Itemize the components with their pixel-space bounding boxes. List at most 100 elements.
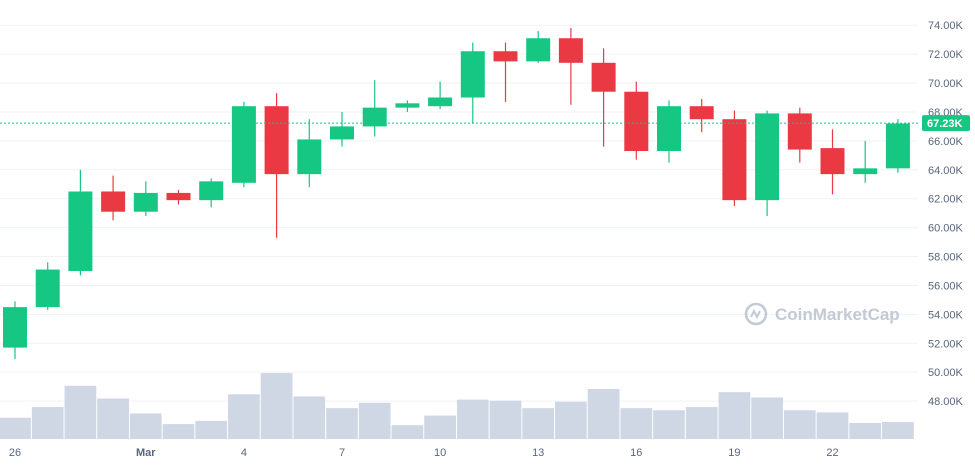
candle-up: [526, 31, 551, 63]
y-tick-label: 62.00K: [928, 194, 964, 206]
x-tick-label: 26: [9, 447, 21, 459]
volume-bar: [228, 394, 260, 439]
candle-body: [722, 119, 747, 201]
candle-down: [820, 129, 845, 195]
volume-bar: [162, 424, 195, 439]
volume-bar: [391, 425, 424, 439]
coinmarketcap-logo-icon: [744, 302, 768, 326]
candle-body: [558, 38, 583, 63]
candle-body: [755, 113, 780, 201]
candle-body: [297, 139, 322, 175]
volume-bar: [522, 408, 555, 439]
x-tick-label: 13: [532, 447, 544, 459]
candle-body: [330, 126, 354, 140]
watermark-text: CoinMarketCap: [775, 305, 900, 324]
x-tick-label: 19: [728, 447, 740, 459]
candle-up: [35, 262, 60, 311]
candle-body: [362, 107, 387, 127]
candle-body: [199, 181, 224, 201]
candle-body: [787, 113, 812, 150]
volume-bar: [424, 415, 456, 439]
candle-layer: [3, 28, 910, 360]
x-axis: 26 Mar 4 7 10 13 16 19 22: [9, 447, 839, 459]
candle-up: [395, 100, 420, 112]
candle-up: [231, 101, 256, 188]
candle-body: [526, 38, 551, 62]
candle-up: [199, 178, 224, 208]
volume-layer: [0, 373, 914, 439]
x-tick-label: 4: [241, 447, 247, 459]
current-price-tag: 67.23K: [922, 115, 970, 132]
volume-bar: [751, 397, 783, 439]
volume-bar: [882, 421, 914, 439]
volume-bar: [555, 401, 587, 439]
candle-down: [689, 98, 714, 133]
volume-bar: [783, 410, 816, 439]
candle-body: [460, 51, 485, 98]
volume-bar: [489, 400, 522, 439]
y-tick-label: 66.00K: [928, 136, 964, 148]
candle-up: [428, 81, 453, 110]
current-price-tag-bg: [922, 115, 970, 132]
candle-up: [853, 140, 878, 183]
candle-body: [428, 97, 453, 107]
volume-bar: [849, 423, 882, 439]
x-tick-label: 7: [339, 447, 345, 459]
candle-up: [68, 169, 93, 276]
y-tick-label: 56.00K: [928, 280, 964, 292]
y-tick-label: 72.00K: [928, 49, 964, 61]
y-tick-label: 60.00K: [928, 223, 964, 235]
volume-bar: [326, 408, 358, 439]
y-tick-label: 50.00K: [928, 367, 964, 379]
candle-body: [820, 148, 845, 175]
y-axis: 48.00K 50.00K 52.00K 54.00K 56.00K 58.00K 60.0…: [928, 20, 964, 408]
candle-body: [264, 106, 289, 175]
volume-bar: [620, 408, 653, 439]
volume-bar: [587, 388, 620, 439]
candle-down: [558, 28, 583, 105]
candle-up: [755, 110, 780, 217]
candle-body: [35, 269, 60, 308]
candle-body: [101, 191, 126, 212]
candle-body: [657, 106, 681, 151]
candle-body: [624, 91, 649, 151]
y-tick-label: 48.00K: [928, 396, 964, 408]
x-tick-label: 22: [826, 447, 838, 459]
candle-down: [787, 107, 812, 163]
candle-body: [231, 106, 256, 183]
volume-bar: [816, 412, 849, 439]
y-tick-label: 52.00K: [928, 338, 964, 350]
candle-down: [166, 190, 191, 205]
candle-up: [657, 100, 681, 163]
x-tick-label: 10: [434, 447, 446, 459]
candle-down: [493, 42, 518, 102]
volume-bar: [260, 373, 293, 439]
volume-bar: [97, 398, 129, 439]
candle-down: [101, 175, 126, 221]
current-price-label: 67.23K: [927, 118, 963, 130]
volume-bar: [456, 399, 489, 439]
volume-bar: [358, 402, 391, 439]
candle-up: [460, 42, 485, 124]
candle-down: [591, 48, 616, 147]
candle-body: [166, 192, 191, 201]
candle-up: [362, 80, 387, 137]
candle-body: [133, 192, 158, 212]
candle-up: [297, 119, 322, 188]
candle-up: [885, 119, 910, 173]
candle-down: [722, 110, 747, 206]
y-tick-label: 64.00K: [928, 165, 964, 177]
volume-bar: [195, 420, 228, 439]
volume-bar: [718, 392, 751, 439]
candle-body: [493, 51, 518, 62]
candle-body: [853, 168, 878, 175]
y-tick-label: 54.00K: [928, 309, 964, 321]
y-tick-label: 74.00K: [928, 20, 964, 32]
candle-body: [689, 106, 714, 120]
candle-body: [395, 103, 420, 108]
volume-bar: [685, 407, 718, 439]
volume-bar: [31, 407, 64, 439]
candle-up: [330, 111, 354, 147]
